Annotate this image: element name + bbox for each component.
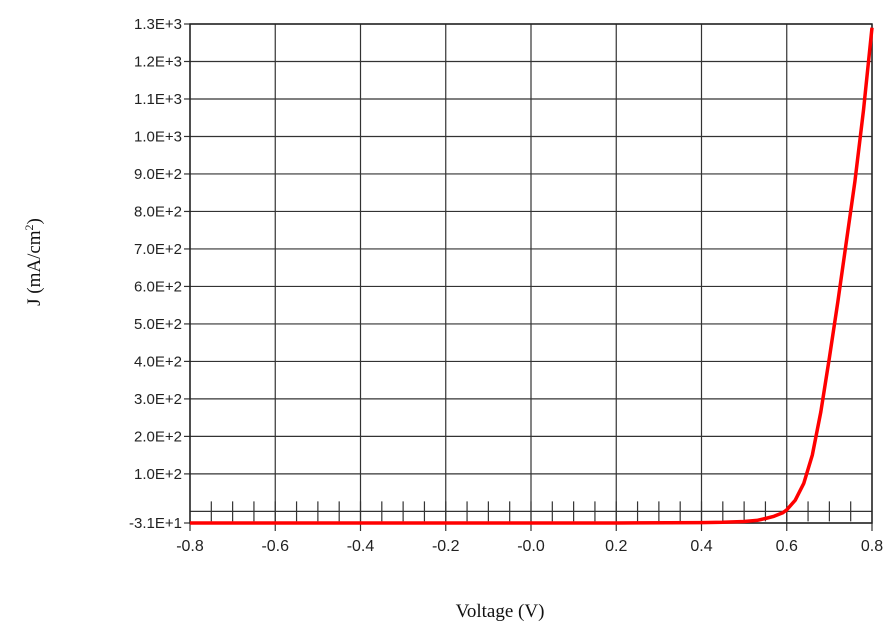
y-tick-label: 1.0E+2 — [134, 466, 182, 483]
y-tick-label: 3.0E+2 — [134, 391, 182, 408]
x-tick-label: 0.2 — [605, 538, 627, 555]
y-tick-label: 4.0E+2 — [134, 353, 182, 370]
y-tick-label: 6.0E+2 — [134, 278, 182, 295]
x-tick-labels: -0.8 -0.6 -0.4 -0.2 -0.0 0.2 0.4 0.6 0.8 — [176, 538, 883, 555]
x-axis-title: Voltage (V) — [456, 601, 545, 622]
x-tick-label: 0.4 — [690, 538, 712, 555]
y-tick-label: 5.0E+2 — [134, 316, 182, 333]
y-tick-label: 9.0E+2 — [134, 166, 182, 183]
x-tick-label: -0.8 — [176, 538, 204, 555]
y-tick-label: 1.0E+3 — [134, 128, 182, 145]
y-tick-label: 1.3E+3 — [134, 16, 182, 33]
minor-ticks — [190, 501, 872, 522]
series-group — [190, 27, 874, 525]
y-tick-label: -3.1E+1 — [129, 515, 182, 532]
y-axis-title-main: J (mA/cm — [24, 230, 45, 306]
x-tick-label: -0.4 — [347, 538, 375, 555]
grid-lines — [184, 23, 873, 531]
x-tick-label: 0.8 — [861, 538, 883, 555]
y-tick-label: 2.0E+2 — [134, 428, 182, 445]
y-tick-label: 7.0E+2 — [134, 241, 182, 258]
y-tick-label: 8.0E+2 — [134, 203, 182, 220]
y-axis-title-sup: 2 — [22, 224, 36, 230]
y-tick-label: 1.1E+3 — [134, 91, 182, 108]
jv-curve — [190, 27, 874, 525]
y-axis-title: J (mA/cm2) — [22, 218, 45, 306]
x-tick-label: -0.2 — [432, 538, 460, 555]
x-tick-label: 0.6 — [776, 538, 798, 555]
y-tick-label: 1.2E+3 — [134, 53, 182, 70]
x-tick-label: -0.0 — [517, 538, 545, 555]
y-axis-title-close: ) — [24, 218, 45, 224]
x-tick-label: -0.6 — [261, 538, 289, 555]
y-tick-labels: -3.1E+1 1.0E+2 2.0E+2 3.0E+2 4.0E+2 5.0E+2 6.0… — [129, 16, 182, 532]
